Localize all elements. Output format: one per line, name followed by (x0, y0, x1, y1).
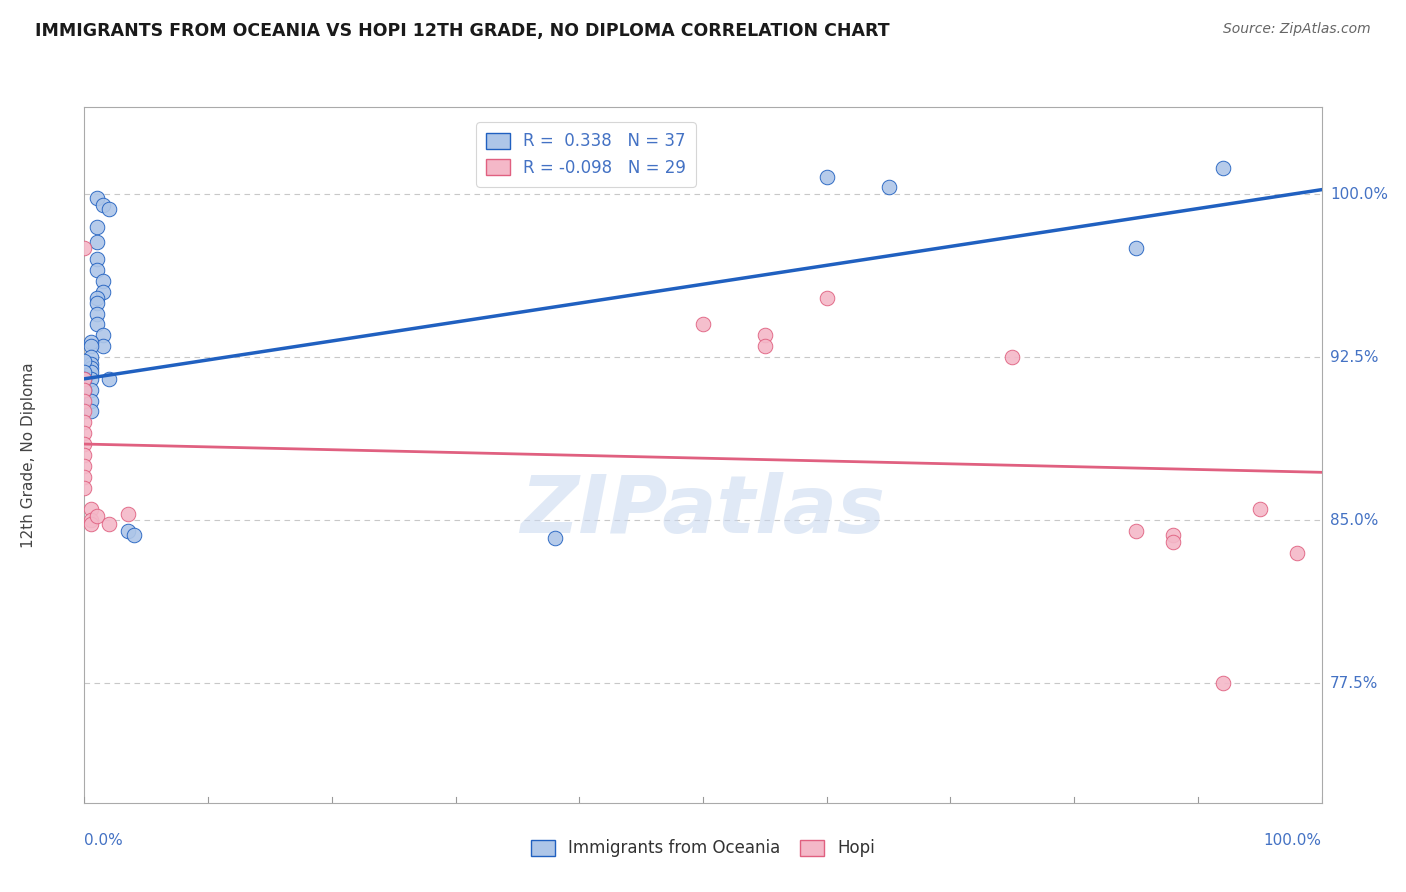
Point (1161, 528, 1184, 542)
Point (1125, 524, 1147, 538)
Point (73, 448, 96, 462)
Point (73, 354, 96, 368)
Point (754, 339, 776, 353)
Text: ZIPatlas: ZIPatlas (520, 472, 886, 549)
Text: 92.5%: 92.5% (1330, 350, 1378, 365)
Point (79, 517, 101, 532)
Point (815, 291, 838, 305)
Point (73, 383, 96, 397)
Text: IMMIGRANTS FROM OCEANIA VS HOPI 12TH GRADE, NO DIPLOMA CORRELATION CHART: IMMIGRANTS FROM OCEANIA VS HOPI 12TH GRA… (35, 22, 890, 40)
Point (79, 393, 101, 408)
Point (815, 169, 838, 184)
Point (73, 372, 96, 386)
Point (73, 469, 96, 483)
Point (79, 383, 101, 397)
Point (1125, 241, 1147, 255)
Point (73, 365, 96, 379)
Legend: Immigrants from Oceania, Hopi: Immigrants from Oceania, Hopi (524, 833, 882, 864)
Point (91, 285, 114, 299)
Text: Source: ZipAtlas.com: Source: ZipAtlas.com (1223, 22, 1371, 37)
Point (91, 198, 114, 212)
Point (754, 328, 776, 343)
Point (86, 508, 108, 523)
Point (86, 318, 108, 332)
Point (86, 307, 108, 321)
Point (73, 404, 96, 418)
Point (79, 513, 101, 527)
Point (122, 528, 145, 542)
Point (73, 372, 96, 386)
Point (86, 191, 108, 205)
Point (73, 241, 96, 255)
Point (86, 219, 108, 234)
Point (543, 531, 565, 545)
Point (73, 393, 96, 408)
Point (1001, 350, 1024, 364)
Point (91, 339, 114, 353)
Point (73, 415, 96, 429)
Point (73, 426, 96, 441)
Point (1161, 535, 1184, 549)
Point (86, 295, 108, 310)
Point (91, 274, 114, 288)
Point (86, 252, 108, 267)
Point (86, 235, 108, 249)
Point (79, 372, 101, 386)
Point (79, 502, 101, 516)
Point (117, 524, 139, 538)
Point (117, 507, 139, 521)
Text: 0.0%: 0.0% (84, 833, 124, 848)
Text: 12th Grade, No Diploma: 12th Grade, No Diploma (21, 362, 37, 548)
Point (1285, 546, 1308, 560)
Text: 100.0%: 100.0% (1330, 186, 1388, 202)
Point (1212, 676, 1234, 690)
Point (79, 361, 101, 376)
Point (73, 437, 96, 451)
Point (98, 372, 121, 386)
Text: 77.5%: 77.5% (1330, 676, 1378, 690)
Point (79, 357, 101, 371)
Point (91, 328, 114, 343)
Text: 85.0%: 85.0% (1330, 513, 1378, 528)
Point (79, 404, 101, 418)
Point (73, 458, 96, 473)
Point (1249, 502, 1271, 516)
Point (79, 339, 101, 353)
Point (86, 291, 108, 305)
Point (1212, 161, 1234, 175)
Point (877, 180, 900, 194)
Point (73, 383, 96, 397)
Point (73, 481, 96, 495)
Text: 100.0%: 100.0% (1264, 833, 1322, 848)
Point (98, 517, 121, 532)
Point (79, 350, 101, 364)
Point (692, 318, 714, 332)
Point (79, 365, 101, 379)
Point (98, 202, 121, 217)
Point (86, 263, 108, 277)
Point (79, 334, 101, 349)
